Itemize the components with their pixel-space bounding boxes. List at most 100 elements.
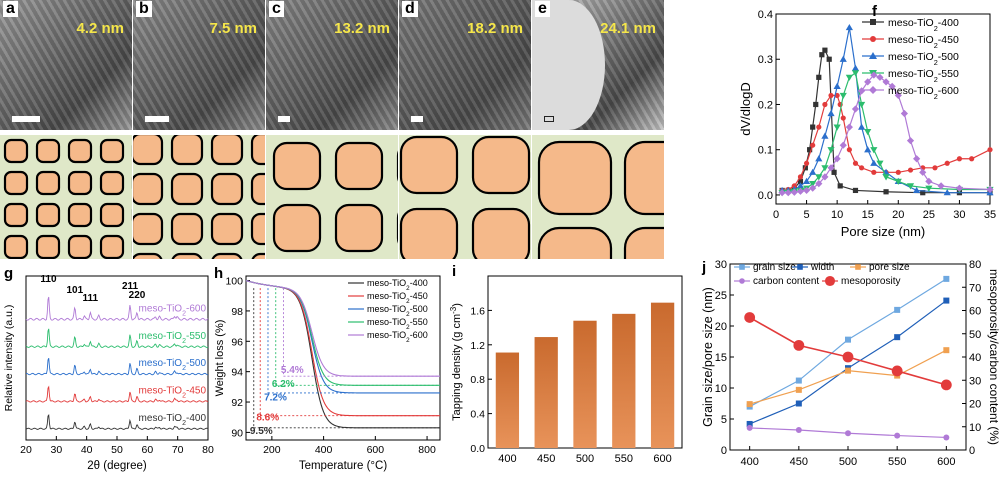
- data-point: [943, 275, 950, 282]
- series-label: meso-TiO2-450: [367, 291, 428, 305]
- peak-label: 111: [83, 293, 99, 304]
- data-point: [870, 19, 876, 25]
- data-point: [831, 169, 837, 175]
- y-tick-label-right: 50: [969, 329, 981, 341]
- y-axis-label: Tapping density (g cm-3): [449, 303, 464, 421]
- series-label: meso-TiO2-400: [139, 413, 207, 427]
- peak-label: 211: [122, 281, 139, 292]
- data-point: [739, 264, 745, 270]
- y-tick-label-right: 60: [969, 306, 981, 318]
- x-tick-label: 0: [773, 209, 779, 221]
- data-point: [746, 424, 753, 431]
- data-point: [944, 160, 950, 166]
- y-tick-label: 90: [231, 427, 243, 439]
- data-point: [802, 186, 811, 195]
- data-point: [858, 101, 866, 109]
- x-tick-label: 30: [953, 209, 965, 221]
- data-point: [827, 164, 835, 172]
- tem-texture: [399, 0, 531, 130]
- data-point: [802, 177, 811, 184]
- x-tick-label: 40: [81, 444, 93, 456]
- data-point: [845, 123, 853, 131]
- data-point: [891, 365, 903, 377]
- y-tick-label: 25: [715, 290, 727, 302]
- chart-h: h 200 400 600 800 90 92 94 96 98 100 Temperature (°…: [214, 265, 441, 472]
- x-tick-label: 60: [141, 444, 153, 456]
- bar: [534, 337, 558, 448]
- y-tick-label: 0.0: [758, 190, 773, 202]
- panel-label-i: i: [452, 263, 456, 280]
- x-tick-label: 800: [418, 444, 436, 456]
- data-point: [822, 101, 828, 108]
- series-label: meso-TiO2-550: [367, 317, 428, 331]
- data-point: [925, 185, 933, 192]
- legend-label: width: [810, 262, 834, 273]
- data-point: [851, 70, 860, 77]
- chart-i: i 0.0 0.4 0.8 1.2 1.6 400 450 500 550 600 Tapping d…: [449, 263, 683, 465]
- data-point: [809, 168, 817, 175]
- data-point: [821, 132, 829, 139]
- y-tick-label: 15: [715, 352, 727, 364]
- bar: [650, 302, 675, 448]
- x-tick-label: 25: [923, 209, 935, 221]
- data-point: [870, 36, 876, 42]
- scale-bar: [12, 116, 40, 122]
- data-point: [895, 169, 901, 175]
- weight-loss-label: 5.4%: [281, 365, 304, 376]
- data-point: [816, 74, 822, 80]
- y-tick-label: 0.3: [758, 54, 773, 66]
- chart-g: g 20 30 40 50 60 70 80 2θ (degree) Relative inten…: [3, 265, 214, 472]
- data-point: [833, 155, 841, 163]
- y-tick-label: 10: [715, 383, 727, 395]
- scale-bar: [145, 116, 169, 122]
- y-axis-label-right: mesoporosity/carbon content (%): [987, 269, 1000, 445]
- data-point: [815, 174, 823, 181]
- pore-width-label: 24.1 nm: [600, 20, 656, 37]
- data-point: [796, 187, 805, 195]
- x-tick-label: 15: [862, 209, 874, 221]
- tem-image-d: d 18.2 nm: [399, 0, 531, 130]
- data-point: [864, 129, 872, 136]
- data-point: [797, 264, 803, 270]
- pore-width-label: 7.5 nm: [209, 20, 257, 37]
- pore-width-label: 18.2 nm: [467, 20, 523, 37]
- data-point: [986, 185, 994, 194]
- data-point: [837, 183, 843, 189]
- pore-schematic-c: [266, 135, 398, 259]
- data-point: [858, 123, 866, 130]
- data-point: [851, 105, 860, 113]
- tem-texture: [266, 0, 398, 130]
- series-label: meso-TiO2-550: [888, 68, 959, 84]
- data-point: [797, 178, 804, 184]
- y-tick-label: 20: [715, 321, 727, 333]
- x-axis-label: Temperature (°C): [299, 460, 387, 472]
- series-label: meso-TiO2-450: [139, 386, 207, 400]
- y-axis-label: Relative intensity (a.u.): [3, 305, 15, 412]
- y-tick-label: 0.4: [470, 409, 485, 421]
- tem-texture: [0, 0, 132, 130]
- pore-schematic-b: [133, 135, 265, 259]
- scale-bar: [278, 116, 290, 122]
- panel-label-a: a: [3, 1, 18, 17]
- data-point: [920, 190, 926, 196]
- y-tick-label: 96: [231, 336, 243, 348]
- data-point: [907, 167, 914, 173]
- data-point: [882, 174, 890, 181]
- data-point: [815, 155, 823, 162]
- x-tick-label: 10: [831, 209, 843, 221]
- y-axis-label: dV/dlogD: [738, 82, 753, 135]
- data-point: [828, 92, 834, 99]
- x-tick-label: 400: [315, 444, 333, 456]
- y-tick-label: 0.4: [758, 9, 773, 21]
- data-point: [987, 147, 993, 153]
- panel-label-j: j: [701, 259, 706, 276]
- data-point: [870, 159, 878, 166]
- peak-label: 220: [129, 290, 146, 301]
- panel-label-c: c: [269, 1, 284, 17]
- panel-label-e: e: [535, 1, 550, 17]
- x-tick-label: 550: [888, 456, 906, 468]
- x-tick-label: 50: [111, 444, 123, 456]
- data-point: [845, 23, 853, 31]
- data-point: [795, 386, 802, 393]
- data-point: [744, 312, 756, 323]
